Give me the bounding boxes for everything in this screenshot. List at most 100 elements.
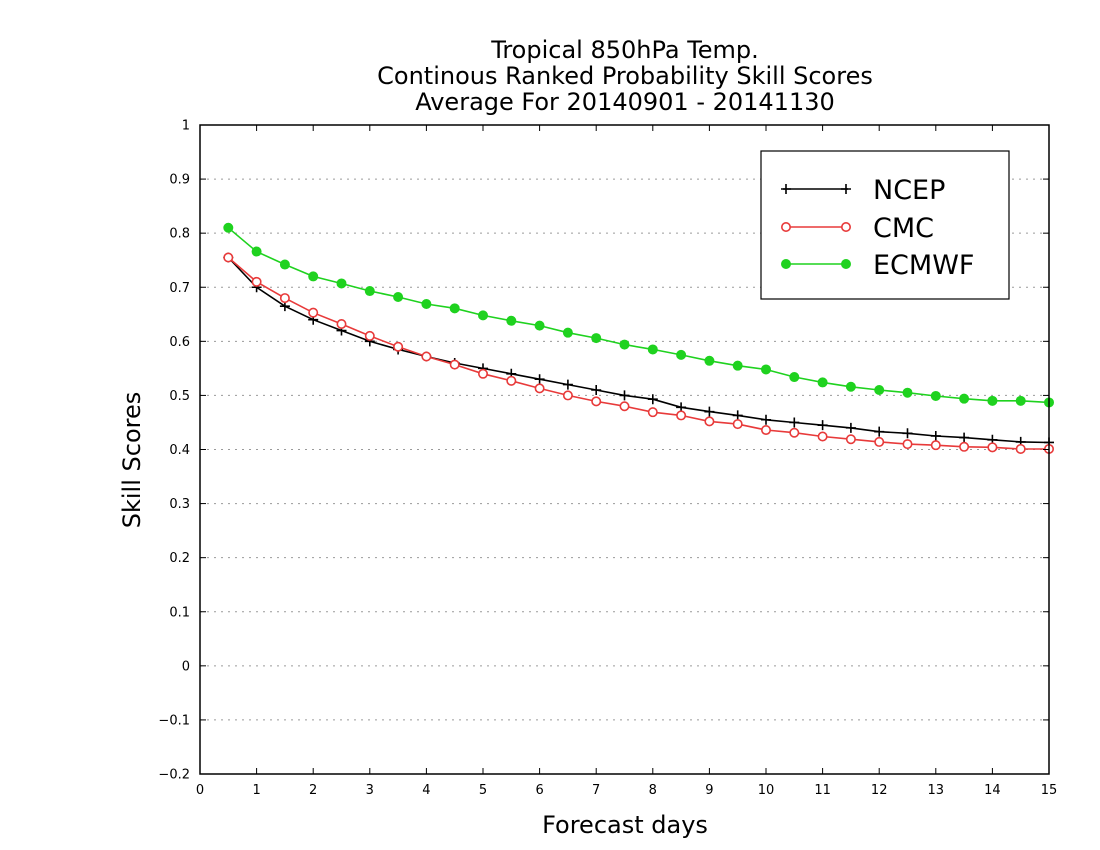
y-tick-label: 0.6 [169, 335, 190, 350]
y-tick-label: 0.4 [169, 443, 190, 458]
data-point-cmc [845, 434, 856, 445]
data-point-ecmwf [364, 286, 375, 297]
data-point-ncep [789, 417, 800, 428]
data-point-ecmwf [1015, 395, 1026, 406]
data-point-ecmwf [902, 387, 913, 398]
y-tick-label: −0.1 [158, 713, 190, 728]
data-point-cmc [647, 407, 658, 418]
y-tick-label: −0.2 [158, 768, 190, 783]
data-point-cmc [393, 341, 404, 352]
data-point-cmc [987, 442, 998, 453]
y-tick-label: 0.8 [169, 227, 190, 242]
x-axis-ticks: 0 1 2 3 4 5 6 7 8 9 10 11 12 13 14 15 [196, 125, 1057, 798]
data-point-cmc [477, 368, 488, 379]
y-tick-label: 0.1 [169, 605, 190, 620]
data-point-cmc [562, 390, 573, 401]
data-point-ncep [647, 394, 658, 405]
data-point-ncep [704, 406, 715, 417]
legend-label-ncep: NCEP [873, 175, 945, 206]
x-tick-label: 3 [366, 783, 374, 798]
data-point-cmc [308, 307, 319, 318]
legend-marker-ecmwf [841, 259, 851, 269]
x-tick-label: 1 [252, 783, 260, 798]
data-point-ecmwf [534, 320, 545, 331]
legend-marker-cmc [780, 222, 791, 233]
chart-title-line-3: Average For 20140901 - 20141130 [415, 88, 835, 116]
data-point-ecmwf [987, 395, 998, 406]
chart-title-line-1: Tropical 850hPa Temp. [490, 36, 759, 64]
y-tick-label: 0 [182, 659, 190, 674]
data-point-cmc [930, 440, 941, 451]
y-tick-label: 0.7 [169, 281, 190, 296]
x-tick-label: 4 [422, 783, 430, 798]
x-tick-label: 7 [592, 783, 600, 798]
x-axis-label: Forecast days [542, 811, 708, 839]
data-point-ecmwf [336, 278, 347, 289]
data-point-ecmwf [930, 390, 941, 401]
data-point-ecmwf [251, 246, 262, 257]
data-point-cmc [817, 431, 828, 442]
data-point-ecmwf [308, 271, 319, 282]
series-ecmwf [223, 222, 1054, 408]
legend-label-cmc: CMC [873, 213, 934, 244]
data-point-ecmwf [591, 333, 602, 344]
data-point-cmc [902, 439, 913, 450]
data-point-cmc [251, 276, 262, 287]
data-point-ecmwf [279, 259, 290, 270]
data-point-ecmwf [478, 310, 488, 321]
x-tick-label: 8 [649, 783, 657, 798]
data-point-ncep [591, 385, 602, 396]
y-tick-label: 0.9 [169, 173, 190, 188]
x-tick-label: 9 [705, 783, 713, 798]
data-point-cmc [676, 410, 687, 421]
y-axis-label: Skill Scores [118, 392, 146, 529]
y-tick-label: 0.5 [169, 389, 190, 404]
data-point-ecmwf [647, 344, 658, 355]
series-cmc [223, 252, 1055, 454]
data-point-ncep [874, 426, 885, 437]
data-point-cmc [336, 319, 347, 330]
data-point-ecmwf [506, 315, 517, 326]
x-tick-label: 0 [196, 783, 204, 798]
data-point-ecmwf [619, 339, 630, 350]
data-point-ncep [761, 414, 771, 425]
data-point-ecmwf [845, 381, 856, 392]
data-point-cmc [1015, 443, 1026, 454]
data-point-ecmwf [676, 349, 687, 360]
series-lines [223, 222, 1055, 454]
data-point-ecmwf [704, 355, 715, 366]
y-tick-label: 0.2 [169, 551, 190, 566]
x-tick-label: 14 [984, 783, 1001, 798]
data-point-ncep [959, 432, 970, 443]
data-point-ncep [930, 430, 941, 441]
legend-marker-ncep [841, 184, 851, 194]
data-point-ecmwf [449, 303, 460, 314]
legend-marker-ecmwf [781, 259, 791, 269]
chart-title: Tropical 850hPa Temp.Continous Ranked Pr… [377, 36, 873, 116]
data-point-ecmwf [223, 222, 234, 233]
data-point-cmc [874, 436, 885, 447]
data-point-ecmwf [562, 327, 573, 338]
data-point-cmc [421, 351, 432, 362]
data-point-ncep [619, 390, 630, 401]
data-point-cmc [959, 441, 970, 452]
data-point-ecmwf [761, 364, 771, 375]
x-tick-label: 15 [1041, 783, 1058, 798]
data-point-ecmwf [959, 393, 970, 404]
data-point-cmc [760, 425, 771, 436]
data-point-cmc [506, 375, 517, 386]
data-point-ecmwf [874, 385, 885, 396]
data-point-ecmwf [393, 291, 404, 302]
y-tick-label: 1 [182, 119, 190, 134]
data-point-ncep [817, 420, 828, 431]
data-point-cmc [789, 427, 800, 438]
legend-marker-ncep [781, 184, 791, 194]
data-point-ncep [562, 379, 573, 390]
legend-marker-cmc [840, 222, 851, 233]
data-point-ecmwf [817, 377, 828, 388]
y-axis-ticks: −0.2 −0.1 0 0.1 0.2 0.3 0.4 0.5 0.6 0.7 0.8 0.9 1 [158, 119, 1049, 783]
x-tick-label: 6 [535, 783, 543, 798]
data-point-ncep [902, 428, 913, 439]
x-tick-label: 13 [928, 783, 945, 798]
